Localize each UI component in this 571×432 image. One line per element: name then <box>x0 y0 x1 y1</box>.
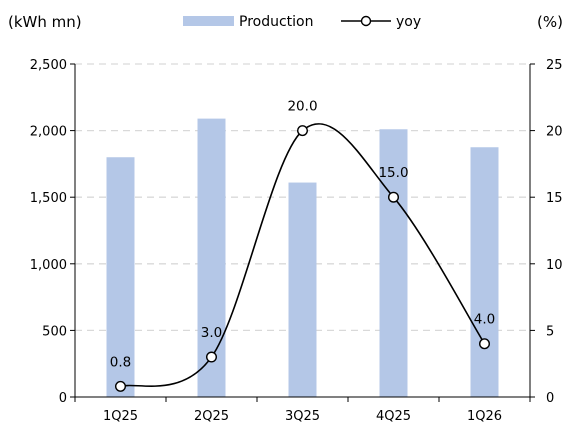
left-axis-tick-label: 2,500 <box>30 58 67 73</box>
legend-marker-yoy <box>360 15 372 27</box>
right-axis-tick-label: 10 <box>546 258 563 273</box>
x-axis-category-label: 2Q25 <box>194 409 229 424</box>
production-bar <box>288 182 317 397</box>
left-axis-tick-label: 0 <box>59 391 67 406</box>
yoy-point <box>114 380 126 392</box>
left-axis-tick-label: 500 <box>42 324 67 339</box>
right-axis-tick-label: 25 <box>546 58 563 73</box>
x-axis-category-label: 1Q25 <box>103 409 138 424</box>
legend-label-yoy: yoy <box>396 14 421 30</box>
production-bar <box>106 157 135 397</box>
x-axis-category-label: 1Q26 <box>467 409 502 424</box>
yoy-data-label: 20.0 <box>287 99 317 115</box>
yoy-data-label: 4.0 <box>474 312 495 328</box>
left-axis-unit-label: (kWh mn) <box>8 13 82 31</box>
legend-label-production: Production <box>239 14 313 30</box>
legend-swatch-production <box>183 16 234 26</box>
production-bar <box>470 147 499 397</box>
right-axis-tick-label: 5 <box>546 324 554 339</box>
yoy-data-label: 0.8 <box>110 354 131 370</box>
right-axis-tick-label: 0 <box>546 391 554 406</box>
right-axis-tick-label: 20 <box>546 125 563 140</box>
yoy-data-label: 15.0 <box>378 165 408 181</box>
right-axis-tick-label: 15 <box>546 191 563 206</box>
x-axis-category-label: 3Q25 <box>285 409 320 424</box>
yoy-point <box>388 191 400 203</box>
production-bar <box>379 129 408 397</box>
x-axis-category-label: 4Q25 <box>376 409 411 424</box>
yoy-line-series <box>114 123 491 392</box>
yoy-data-label: 3.0 <box>201 325 222 341</box>
yoy-point <box>205 351 217 363</box>
yoy-point <box>479 338 491 350</box>
gridlines <box>75 63 530 332</box>
tick-and-data-labels: 0 500 1,000 1,500 2,000 2,500 0 5 10 15 20 25 1Q25 2Q… <box>30 58 563 424</box>
left-axis-tick-label: 1,500 <box>30 191 67 206</box>
left-axis-tick-label: 1,000 <box>30 258 67 273</box>
legend: Production yoy <box>183 14 421 30</box>
production-bars <box>106 118 499 397</box>
left-axis-tick-label: 2,000 <box>30 125 67 140</box>
yoy-point <box>297 125 309 137</box>
production-bar <box>197 118 226 397</box>
axes <box>70 63 535 402</box>
right-axis-unit-label: (%) <box>537 13 563 31</box>
